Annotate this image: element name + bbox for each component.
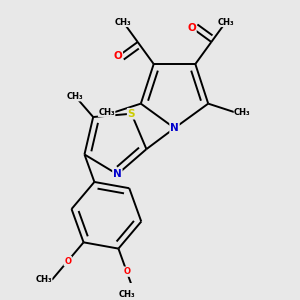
Text: S: S (128, 109, 135, 119)
Text: CH₃: CH₃ (115, 18, 132, 27)
Text: O: O (123, 267, 130, 276)
Text: N: N (113, 169, 122, 179)
Text: O: O (187, 22, 196, 33)
Text: O: O (64, 256, 71, 266)
Text: CH₃: CH₃ (218, 18, 234, 27)
Text: CH₃: CH₃ (98, 107, 115, 116)
Text: CH₃: CH₃ (67, 92, 84, 101)
Text: CH₃: CH₃ (35, 275, 52, 284)
Text: CH₃: CH₃ (118, 290, 135, 299)
Text: CH₃: CH₃ (234, 107, 251, 116)
Text: N: N (170, 123, 179, 133)
Text: O: O (113, 51, 122, 62)
